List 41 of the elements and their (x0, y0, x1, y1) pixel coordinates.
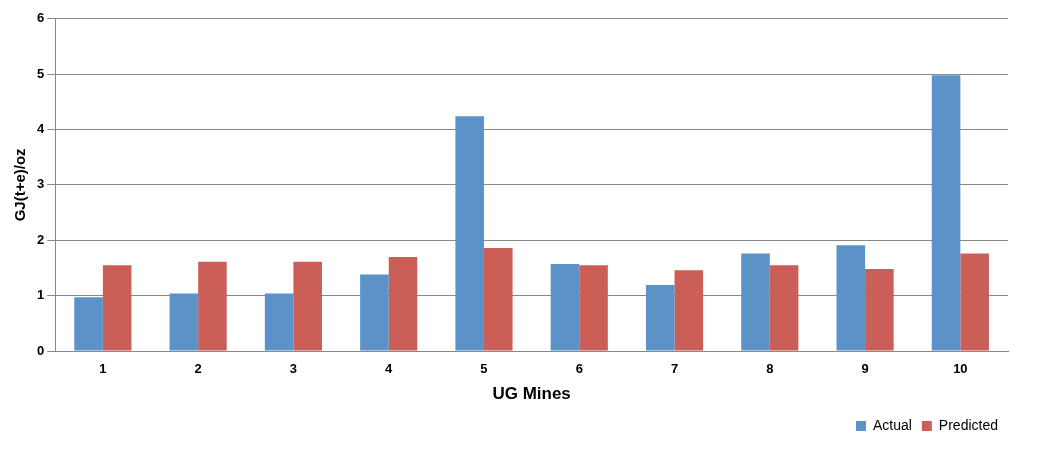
bar (102, 265, 132, 351)
bar (674, 270, 704, 351)
y-tick-label: 4 (37, 121, 45, 137)
x-tick-label: 9 (861, 361, 869, 377)
x-tick-label: 4 (385, 361, 394, 377)
bar (264, 293, 294, 351)
x-tick-label: 10 (953, 361, 968, 377)
y-tick-label: 1 (37, 287, 45, 303)
bar (645, 285, 675, 351)
y-tick-label: 2 (37, 231, 45, 247)
bar (74, 297, 103, 351)
bar (169, 293, 199, 351)
x-tick-label: 6 (575, 361, 583, 377)
legend-label: Predicted (938, 416, 999, 433)
bar (865, 269, 894, 351)
bar (769, 265, 799, 351)
bar (579, 265, 608, 351)
x-tick-label: 7 (670, 361, 679, 377)
bar (550, 264, 580, 351)
x-axis-title: UG Mines (492, 384, 571, 404)
y-tick-label: 6 (37, 10, 45, 26)
bar (360, 274, 389, 351)
bar (388, 256, 418, 351)
bar (931, 75, 961, 351)
x-tick-label: 3 (289, 361, 298, 377)
bar (483, 248, 513, 351)
y-tick-label: 5 (37, 65, 45, 81)
y-axis-title: GJ(t+e)/oz (11, 148, 29, 222)
y-tick-label: 0 (37, 342, 45, 358)
x-tick-label: 5 (480, 361, 488, 377)
bar (836, 245, 866, 351)
bar (741, 253, 770, 351)
x-tick-label: 2 (194, 361, 202, 377)
legend-label: Actual (872, 416, 912, 433)
y-tick-label: 3 (37, 176, 45, 192)
x-tick-label: 1 (99, 361, 107, 377)
bar (293, 261, 323, 351)
bar (198, 261, 227, 351)
bar (455, 116, 484, 351)
x-tick-label: 8 (766, 361, 774, 377)
bar (960, 253, 989, 351)
